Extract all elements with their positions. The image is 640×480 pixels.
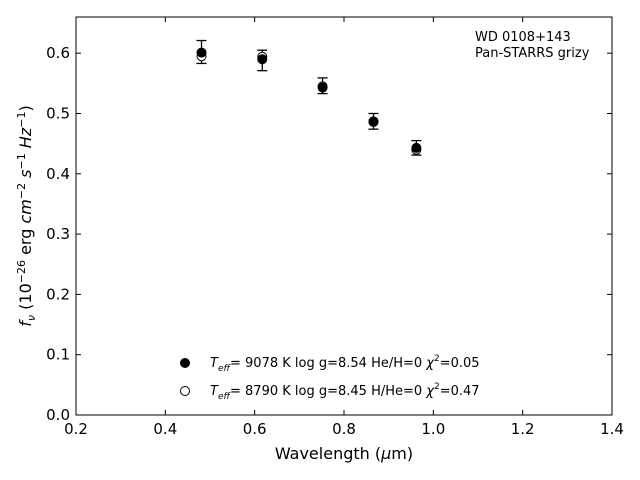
annotation-line-1: WD 0108+143 bbox=[475, 30, 571, 45]
axis-ticks: 0.2 0.4 0.6 0.8 1.0 1.2 1.4 0.0 0.1 0.2 0.3 0.4 0.5 0… bbox=[46, 17, 624, 438]
x-tick-label: 1.4 bbox=[600, 420, 624, 438]
filled-point bbox=[368, 116, 379, 127]
x-tick-label: 1.0 bbox=[421, 420, 445, 438]
x-tick-label: 0.6 bbox=[243, 420, 267, 438]
y-tick-label: 0.2 bbox=[46, 285, 70, 303]
filled-point bbox=[317, 82, 328, 93]
annotation-line-2: Pan-STARRS grizy bbox=[475, 46, 590, 61]
y-tick-label: 0.4 bbox=[46, 165, 70, 183]
legend-entry-2: Teff= 8790 K log g=8.45 H/He=0 χ2=0.47 bbox=[210, 382, 480, 402]
legend: Teff= 9078 K log g=8.54 He/H=0 χ2=0.05 T… bbox=[180, 354, 480, 402]
y-tick-label: 0.6 bbox=[46, 44, 70, 62]
filled-point bbox=[411, 142, 422, 153]
y-tick-label: 0.3 bbox=[46, 225, 70, 243]
x-axis-label: Wavelength (μm) bbox=[275, 444, 413, 463]
x-tick-label: 1.2 bbox=[511, 420, 535, 438]
y-tick-label: 0.5 bbox=[46, 104, 70, 122]
y-tick-label: 0.1 bbox=[46, 346, 70, 364]
legend-marker-open bbox=[180, 386, 190, 396]
plot-area bbox=[76, 17, 612, 415]
data-markers bbox=[196, 47, 422, 155]
legend-entry-1: Teff= 9078 K log g=8.54 He/H=0 χ2=0.05 bbox=[210, 354, 480, 374]
y-axis-label: fν (10−26 erg cm−2 s−1 Hz−1) bbox=[15, 105, 38, 326]
x-tick-label: 0.2 bbox=[64, 420, 88, 438]
filled-point bbox=[257, 54, 268, 65]
y-tick-label: 0.0 bbox=[46, 406, 70, 424]
filled-point bbox=[196, 47, 207, 58]
plot-frame bbox=[75, 16, 613, 416]
x-tick-label: 0.4 bbox=[153, 420, 177, 438]
legend-marker-filled bbox=[180, 358, 190, 368]
x-tick-label: 0.8 bbox=[332, 420, 356, 438]
